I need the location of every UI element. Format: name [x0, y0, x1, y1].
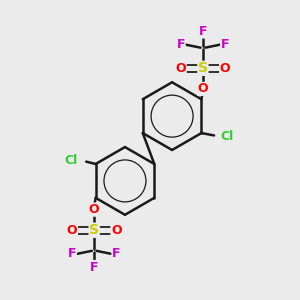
Text: Cl: Cl — [220, 130, 233, 142]
Text: O: O — [176, 62, 186, 75]
Text: O: O — [67, 224, 77, 237]
Text: O: O — [198, 82, 208, 95]
Text: F: F — [90, 260, 98, 274]
Text: O: O — [89, 203, 100, 216]
Text: F: F — [221, 38, 229, 51]
Text: Cl: Cl — [65, 154, 78, 167]
Text: S: S — [198, 61, 208, 75]
Text: F: F — [68, 247, 76, 260]
Text: F: F — [199, 25, 207, 38]
Text: F: F — [176, 38, 185, 51]
Text: S: S — [89, 223, 99, 237]
Text: F: F — [112, 247, 121, 260]
Text: O: O — [111, 224, 122, 237]
Text: O: O — [220, 62, 230, 75]
